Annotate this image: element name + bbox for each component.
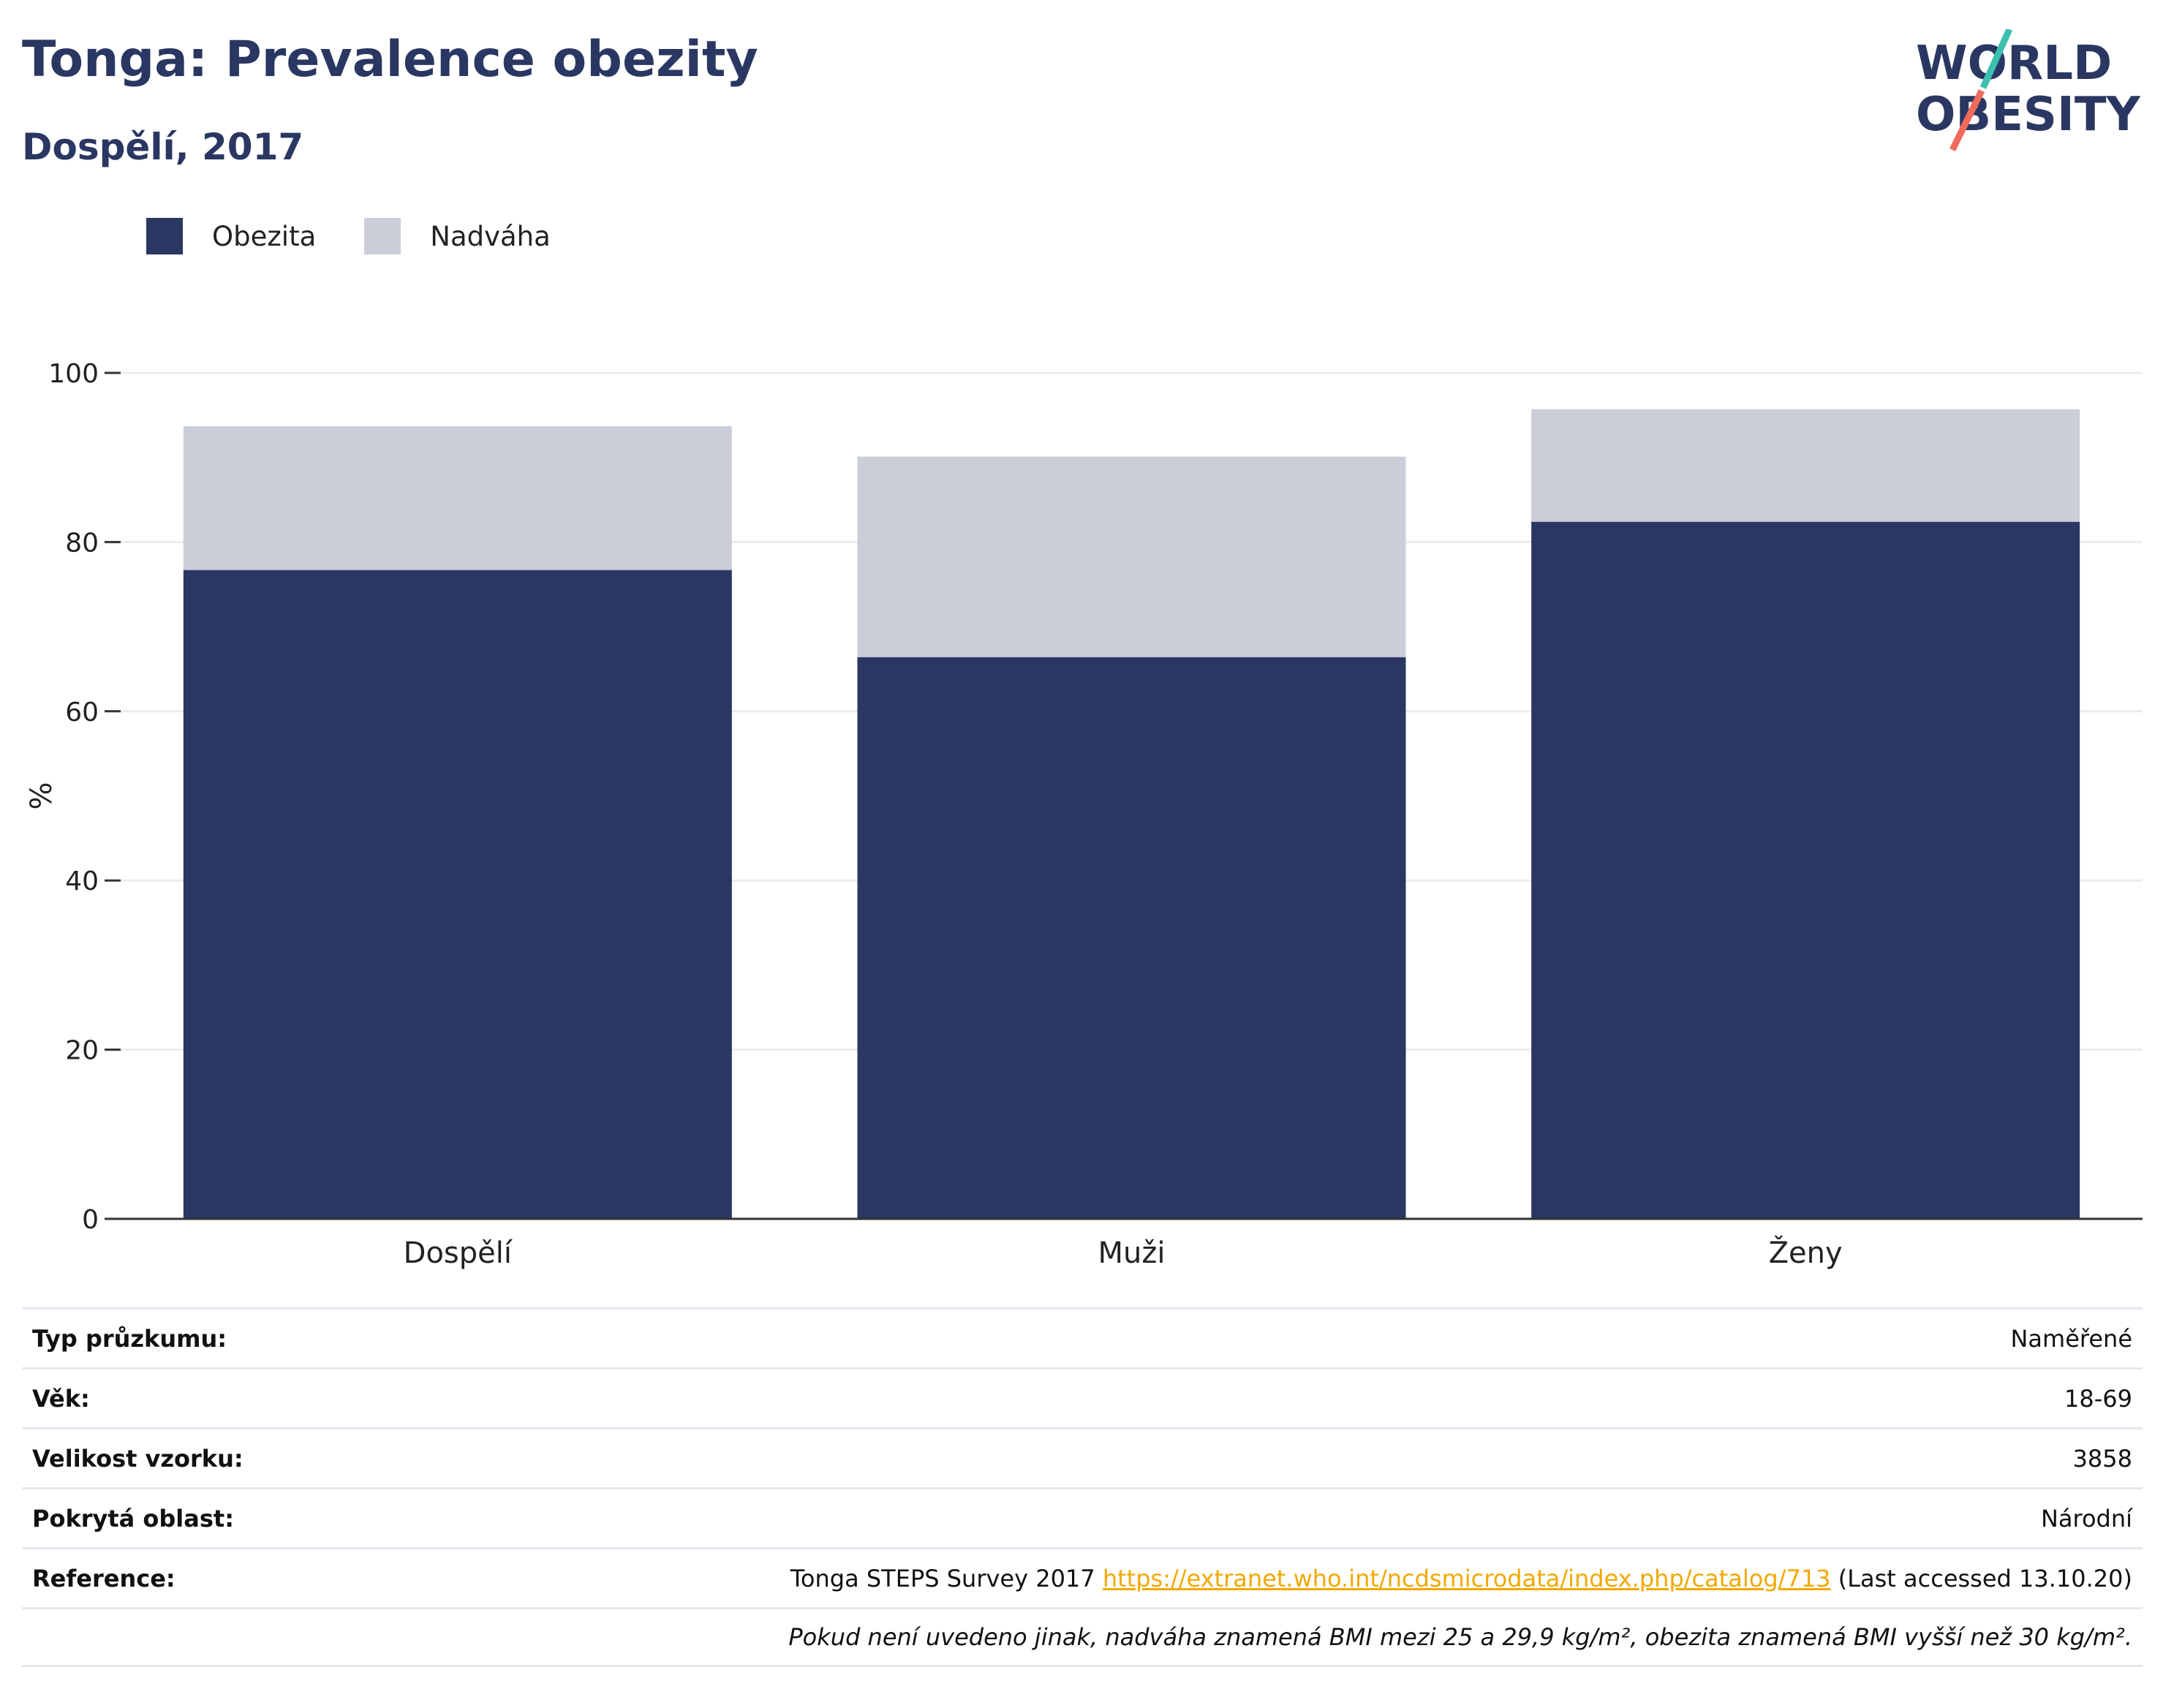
bmi-note: Pokud není uvedeno jinak, nadváha znamen…	[788, 1623, 2132, 1651]
legend-swatch-nadvaha	[364, 218, 401, 254]
logo-slash-teal	[1979, 29, 2013, 89]
legend-item-obezita: Obezita	[146, 218, 316, 254]
bar-obezita-0	[183, 570, 732, 1219]
x-tick-label: Muži	[1098, 1236, 1166, 1270]
reference-suffix: (Last accessed 13.10.20)	[1838, 1564, 2132, 1592]
page-title: Tonga: Prevalence obezity	[22, 31, 758, 88]
logo-slash-coral	[1949, 89, 1985, 151]
legend-swatch-obezita	[146, 218, 183, 254]
info-row-sample-size: Velikost vzorku: 3858	[22, 1427, 2143, 1487]
logo-line-2: OBESITY	[1916, 88, 2140, 142]
x-tick-label: Dospělí	[404, 1236, 513, 1270]
page-subtitle: Dospělí, 2017	[22, 126, 304, 168]
bar-obezita-1	[857, 657, 1406, 1219]
reference-prefix: Tonga STEPS Survey 2017	[790, 1564, 1095, 1592]
survey-info-table: Typ průzkumu: Naměřené Věk: 18-69 Veliko…	[22, 1307, 2143, 1667]
info-label: Věk:	[32, 1384, 90, 1413]
y-tick-label: 40	[65, 866, 99, 896]
info-row-reference: Reference: Tonga STEPS Survey 2017 https…	[22, 1547, 2143, 1607]
legend-item-nadvaha: Nadváha	[364, 218, 551, 254]
reference-link[interactable]: https://extranet.who.int/ncdsmicrodata/i…	[1102, 1564, 1831, 1592]
info-label: Typ průzkumu:	[32, 1324, 227, 1353]
info-label: Velikost vzorku:	[32, 1444, 244, 1473]
y-tick-label: 100	[48, 359, 99, 389]
bar-obezita-2	[1531, 521, 2080, 1219]
bar-nadvaha-1	[857, 456, 1406, 657]
y-tick-label: 80	[65, 528, 99, 558]
info-row-age: Věk: 18-69	[22, 1367, 2143, 1427]
world-obesity-logo: WORLD OBESITY	[1916, 29, 2140, 151]
info-label: Pokrytá oblast:	[32, 1504, 234, 1533]
info-value: 3858	[2072, 1444, 2132, 1473]
info-value: Národní	[2040, 1504, 2132, 1533]
logo-line-1: WORLD	[1916, 37, 2112, 91]
y-tick-label: 0	[82, 1205, 99, 1235]
reference-value: Tonga STEPS Survey 2017 https://extranet…	[790, 1565, 2132, 1592]
chart-legend: Obezita Nadváha	[146, 218, 599, 254]
bar-nadvaha-2	[1531, 409, 2080, 522]
info-label: Reference:	[32, 1564, 175, 1592]
info-row-note: Pokud není uvedeno jinak, nadváha znamen…	[22, 1607, 2143, 1667]
info-value: Naměřené	[2010, 1324, 2132, 1353]
bar-nadvaha-0	[183, 426, 732, 570]
y-tick-label: 60	[65, 698, 99, 728]
legend-label-obezita: Obezita	[212, 220, 317, 252]
stacked-bar-chart: 0 20 40 60 80 100% Dospělí Muži Ženy	[25, 359, 2143, 1270]
x-tick-label: Ženy	[1769, 1235, 1843, 1270]
info-row-survey-type: Typ průzkumu: Naměřené	[22, 1307, 2143, 1367]
y-axis-label: %	[25, 782, 58, 809]
info-row-area: Pokrytá oblast: Národní	[22, 1487, 2143, 1547]
legend-label-nadvaha: Nadváha	[430, 220, 551, 252]
y-tick-label: 20	[65, 1036, 99, 1066]
info-value: 18-69	[2064, 1384, 2132, 1413]
